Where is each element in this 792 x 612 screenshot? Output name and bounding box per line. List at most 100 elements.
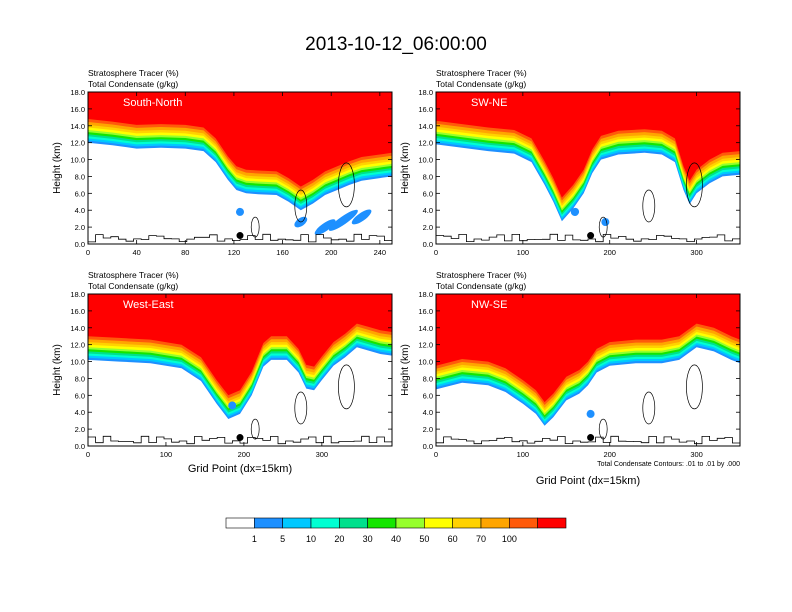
variable-label: Stratosphere Tracer (%) bbox=[88, 68, 179, 78]
x-tick-label: 120 bbox=[228, 248, 241, 257]
plot-frame bbox=[87, 293, 393, 447]
variable-label: Total Condensate (g/kg) bbox=[436, 79, 526, 89]
colorbar-label: 100 bbox=[502, 534, 517, 544]
colorbar-swatch bbox=[339, 517, 368, 529]
colorbar-label: 1 bbox=[252, 534, 257, 544]
terrain-line bbox=[436, 435, 740, 445]
tracer-field bbox=[88, 294, 392, 419]
y-tick-label: 16.0 bbox=[70, 307, 85, 316]
condensate-contour bbox=[642, 189, 656, 223]
colorbar-label: 10 bbox=[306, 534, 316, 544]
x-tick-label: 80 bbox=[181, 248, 189, 257]
condensate-contour bbox=[686, 162, 703, 208]
variable-label: Stratosphere Tracer (%) bbox=[436, 270, 527, 280]
y-tick-label: 8.0 bbox=[75, 374, 85, 383]
y-tick-label: 18.0 bbox=[70, 290, 85, 299]
y-tick-label: 2.0 bbox=[75, 223, 85, 232]
x-tick-label: 200 bbox=[238, 450, 251, 459]
x-tick-label: 100 bbox=[160, 450, 173, 459]
tracer-core bbox=[436, 294, 740, 403]
condensate-contour bbox=[294, 391, 308, 425]
colorbar-swatch bbox=[282, 517, 312, 529]
y-tick-label: 8.0 bbox=[423, 374, 433, 383]
x-tick-label: 200 bbox=[603, 248, 616, 257]
location-marker bbox=[587, 232, 595, 240]
y-tick-label: 4.0 bbox=[75, 206, 85, 215]
y-tick-label: 0.0 bbox=[423, 240, 433, 249]
tracer-intrusion bbox=[228, 401, 237, 410]
y-tick-label: 6.0 bbox=[423, 391, 433, 400]
y-tick-label: 18.0 bbox=[70, 88, 85, 97]
y-tick-label: 14.0 bbox=[418, 122, 433, 131]
variable-label: Stratosphere Tracer (%) bbox=[436, 68, 527, 78]
condensate-contour bbox=[338, 364, 355, 410]
colorbar-label: 60 bbox=[448, 534, 458, 544]
y-tick-label: 6.0 bbox=[75, 391, 85, 400]
condensate-contour bbox=[598, 418, 608, 440]
colorbar-label: 40 bbox=[391, 534, 401, 544]
y-tick-label: 14.0 bbox=[418, 324, 433, 333]
y-axis-label: Height (km) bbox=[52, 142, 63, 194]
x-tick-label: 300 bbox=[316, 450, 329, 459]
colorbar-swatch bbox=[225, 517, 255, 529]
x-tick-label: 200 bbox=[603, 450, 616, 459]
x-axis-label: Grid Point (dx=15km) bbox=[188, 463, 292, 475]
tracer-core bbox=[88, 92, 392, 187]
colorbar-swatch bbox=[480, 517, 510, 529]
x-axis-label: Grid Point (dx=15km) bbox=[536, 475, 640, 487]
plot-frame bbox=[435, 91, 741, 245]
x-tick-label: 100 bbox=[517, 450, 530, 459]
y-tick-label: 2.0 bbox=[423, 223, 433, 232]
y-tick-label: 12.0 bbox=[418, 341, 433, 350]
condensate-contour bbox=[686, 364, 703, 410]
y-tick-label: 16.0 bbox=[70, 105, 85, 114]
tracer-field bbox=[88, 92, 392, 235]
y-axis-label: Height (km) bbox=[52, 344, 63, 396]
colorbar-label: 5 bbox=[280, 534, 285, 544]
y-tick-label: 0.0 bbox=[423, 442, 433, 451]
y-tick-label: 12.0 bbox=[70, 341, 85, 350]
variable-label: Total Condensate (g/kg) bbox=[88, 79, 178, 89]
x-tick-label: 40 bbox=[132, 248, 140, 257]
x-tick-label: 0 bbox=[434, 248, 438, 257]
y-tick-label: 0.0 bbox=[75, 240, 85, 249]
variable-label: Total Condensate (g/kg) bbox=[88, 281, 178, 291]
tracer-field bbox=[436, 92, 740, 227]
y-axis-label: Height (km) bbox=[400, 344, 411, 396]
x-tick-label: 240 bbox=[374, 248, 387, 257]
figure-title: 2013-10-12_06:00:00 bbox=[305, 34, 487, 55]
y-tick-label: 4.0 bbox=[423, 408, 433, 417]
tracer-field bbox=[436, 294, 740, 426]
condensate-contour bbox=[250, 216, 260, 238]
y-tick-label: 2.0 bbox=[75, 425, 85, 434]
panel-west-east: 0.0 2.0 4.0 6.0 8.0 10.0 12.0 14.0 16.0 18.0 0 100 2… bbox=[52, 270, 393, 475]
x-tick-label: 300 bbox=[690, 450, 703, 459]
y-tick-label: 18.0 bbox=[418, 290, 433, 299]
location-marker bbox=[236, 232, 244, 240]
x-tick-label: 160 bbox=[276, 248, 289, 257]
y-tick-label: 0.0 bbox=[75, 442, 85, 451]
y-tick-label: 8.0 bbox=[75, 172, 85, 181]
condensate-contour bbox=[338, 162, 355, 208]
panels: 0.0 2.0 4.0 6.0 8.0 10.0 12.0 14.0 16.0 18.0 0 40 80… bbox=[52, 68, 741, 487]
y-tick-label: 4.0 bbox=[75, 408, 85, 417]
panel-sw-ne: 0.0 2.0 4.0 6.0 8.0 10.0 12.0 14.0 16.0 18.0 0 100 2… bbox=[400, 68, 741, 257]
y-tick-label: 12.0 bbox=[418, 139, 433, 148]
y-axis-label: Height (km) bbox=[400, 142, 411, 194]
colorbar-swatch bbox=[537, 517, 567, 529]
y-tick-label: 10.0 bbox=[418, 156, 433, 165]
tracer-intrusion bbox=[328, 209, 358, 231]
y-tick-label: 14.0 bbox=[70, 122, 85, 131]
x-tick-label: 200 bbox=[325, 248, 338, 257]
colorbar-swatch bbox=[452, 517, 482, 529]
location-marker bbox=[236, 434, 244, 442]
colorbar-label: 70 bbox=[476, 534, 486, 544]
terrain-line bbox=[436, 233, 740, 243]
variable-label: Stratosphere Tracer (%) bbox=[88, 270, 179, 280]
y-tick-label: 8.0 bbox=[423, 172, 433, 181]
colorbar: 1 5 10 20 30 40 50 60 70 100 bbox=[225, 517, 567, 544]
location-marker bbox=[587, 434, 595, 442]
condensate-contour bbox=[598, 216, 608, 238]
colorbar-swatch bbox=[310, 517, 340, 529]
contour-note: Total Condensate Contours: .01 to .01 by… bbox=[597, 461, 740, 468]
